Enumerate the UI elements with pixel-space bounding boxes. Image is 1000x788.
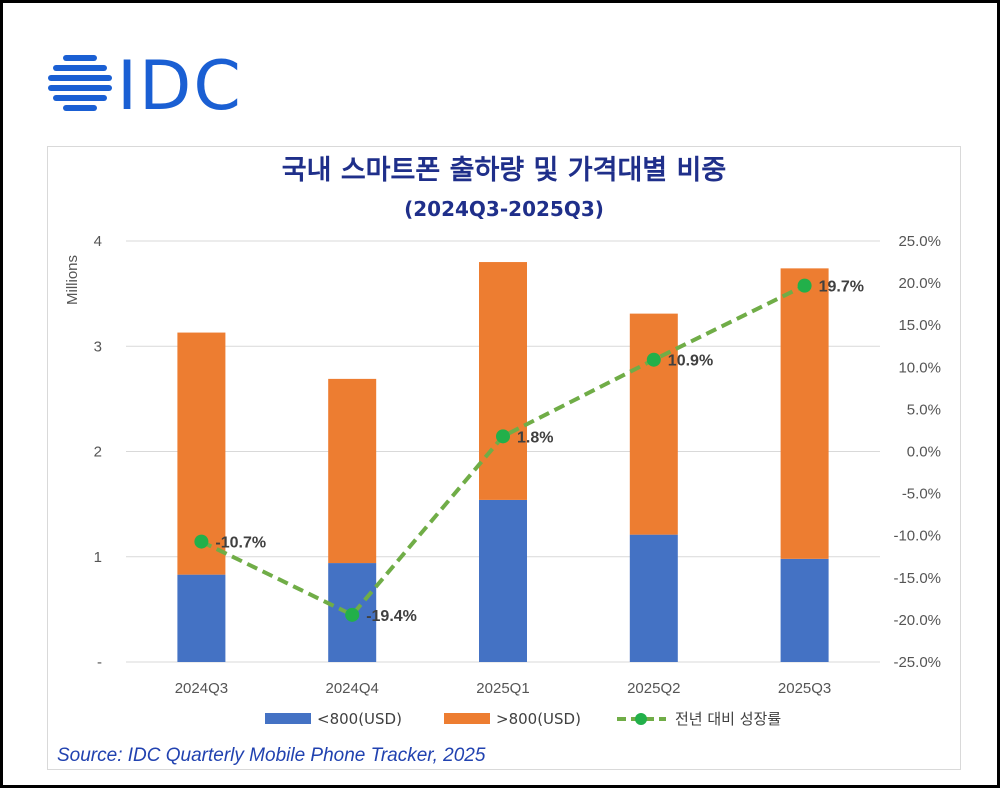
x-tick-label: 2024Q3 bbox=[175, 680, 228, 697]
growth-data-label: -10.7% bbox=[215, 535, 266, 552]
growth-data-label: 19.7% bbox=[819, 279, 864, 296]
legend-swatch-under-800 bbox=[265, 713, 311, 724]
x-tick-label: 2025Q3 bbox=[778, 680, 831, 697]
idc-logo: IDC bbox=[48, 47, 243, 125]
x-tick-label: 2025Q2 bbox=[627, 680, 680, 697]
y2-tick-label: 0.0% bbox=[907, 444, 941, 461]
bar-2025q2-over-800 bbox=[629, 313, 678, 535]
y2-tick-label: -5.0% bbox=[902, 486, 941, 503]
idc-logo-text: IDC bbox=[117, 47, 243, 125]
legend-label-over-800: >800(USD) bbox=[496, 710, 581, 728]
x-tick-label: 2024Q4 bbox=[326, 680, 379, 697]
category-labels: 2024Q3 2024Q4 2025Q1 2025Q2 2025Q3 bbox=[175, 680, 832, 697]
legend-swatch-over-800 bbox=[444, 713, 490, 724]
chart: 국내 스마트폰 출하량 및 가격대별 비중 (2024Q3-2025Q3) Mi… bbox=[57, 155, 941, 766]
bar-2025q1-over-800 bbox=[479, 262, 527, 500]
y2-tick-label: -20.0% bbox=[893, 612, 941, 629]
bar-2025q1-under-800 bbox=[479, 499, 527, 662]
y2-tick-label: -25.0% bbox=[893, 654, 941, 671]
growth-data-label: 10.9% bbox=[668, 353, 713, 370]
bar-2024q3-over-800 bbox=[177, 332, 226, 575]
y-tick-label: 4 bbox=[94, 233, 102, 250]
growth-data-label: -19.4% bbox=[366, 608, 417, 625]
growth-point bbox=[646, 352, 661, 367]
chart-subtitle: (2024Q3-2025Q3) bbox=[404, 197, 604, 221]
chart-title: 국내 스마트폰 출하량 및 가격대별 비중 bbox=[282, 155, 726, 186]
growth-point bbox=[194, 534, 209, 549]
y-axis-ticks: - 1 2 3 4 bbox=[94, 233, 102, 671]
growth-point bbox=[797, 278, 812, 293]
y2-tick-label: 20.0% bbox=[898, 275, 941, 292]
legend-marker-growth bbox=[635, 713, 647, 725]
y-tick-label: 2 bbox=[94, 444, 102, 461]
bar-2024q3-under-800 bbox=[177, 574, 226, 662]
growth-point bbox=[496, 429, 510, 444]
bar-2025q3-under-800 bbox=[780, 558, 829, 662]
legend: <800(USD) >800(USD) 전년 대비 성장률 bbox=[265, 710, 781, 728]
x-tick-label: 2025Q1 bbox=[476, 680, 529, 697]
y2-tick-label: -15.0% bbox=[893, 570, 941, 587]
y-tick-label: - bbox=[97, 654, 102, 671]
y2-tick-label: 25.0% bbox=[898, 233, 941, 250]
y-tick-label: 3 bbox=[94, 338, 102, 355]
idc-globe-icon bbox=[48, 55, 112, 111]
y2-tick-label: -10.0% bbox=[893, 528, 941, 545]
y-tick-label: 1 bbox=[94, 549, 102, 566]
legend-label-growth: 전년 대비 성장률 bbox=[675, 710, 781, 728]
y2-axis-ticks: -25.0% -20.0% -15.0% -10.0% -5.0% 0.0% 5.0% 10.… bbox=[893, 233, 941, 671]
y2-tick-label: 10.0% bbox=[898, 359, 941, 376]
bar-2024q4-over-800 bbox=[328, 378, 377, 564]
source-note: Source: IDC Quarterly Mobile Phone Track… bbox=[57, 745, 486, 766]
growth-point bbox=[345, 607, 360, 622]
bar-2025q3-over-800 bbox=[780, 268, 829, 559]
growth-data-label: 1.8% bbox=[517, 429, 553, 446]
y-axis-label: Millions bbox=[64, 255, 81, 305]
bar-2025q2-under-800 bbox=[629, 534, 678, 662]
growth-line: -10.7% -19.4% 1.8% 10.9% 19.7% bbox=[194, 278, 864, 625]
y2-tick-label: 15.0% bbox=[898, 317, 941, 334]
legend-label-under-800: <800(USD) bbox=[317, 710, 402, 728]
y2-tick-label: 5.0% bbox=[907, 401, 941, 418]
chart-panel: 국내 스마트폰 출하량 및 가격대별 비중 (2024Q3-2025Q3) Mi… bbox=[47, 146, 961, 770]
